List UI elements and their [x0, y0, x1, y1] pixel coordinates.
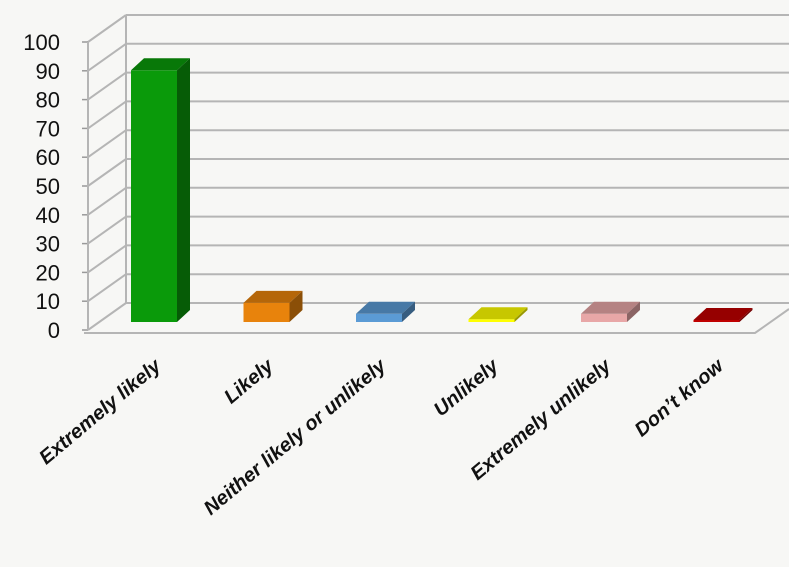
- y-tick-label: 40: [36, 203, 60, 228]
- bar-top: [356, 301, 415, 314]
- x-tick-label: Likely: [220, 354, 278, 408]
- bar-side: [289, 290, 303, 322]
- gridline-side: [87, 129, 127, 159]
- gridlines: [84, 14, 789, 334]
- bar-top: [468, 307, 528, 320]
- bar-side: [739, 308, 753, 322]
- bar-top: [243, 290, 303, 303]
- bar: [356, 301, 415, 322]
- gridline-side: [87, 100, 127, 130]
- bar-front: [693, 320, 740, 322]
- bar: [581, 301, 640, 322]
- x-tick-label: Unlikely: [430, 354, 504, 421]
- y-tick-label: 60: [36, 145, 60, 170]
- bar-front: [131, 70, 177, 323]
- gridline-side: [87, 14, 127, 43]
- bar-top: [131, 58, 190, 71]
- floor-edge: [84, 308, 789, 334]
- x-tick-label: Neither likely or unlikely: [200, 354, 391, 519]
- gridline-side: [87, 71, 127, 101]
- y-tick-label: 10: [36, 289, 60, 314]
- y-tick-label: 0: [48, 318, 60, 343]
- bar: [468, 307, 528, 322]
- bar: [131, 58, 190, 323]
- bar-front: [581, 313, 627, 322]
- bar-side: [177, 58, 190, 323]
- y-tick-label: 50: [36, 174, 60, 199]
- bar-front: [243, 302, 290, 322]
- gridline-side: [87, 244, 127, 274]
- x-tick-label: Don’t know: [631, 354, 729, 441]
- gridline-side: [87, 302, 127, 331]
- bar-side: [514, 307, 528, 322]
- bar-side: [627, 301, 640, 322]
- y-tick-label: 80: [36, 88, 60, 113]
- bar-side: [402, 301, 415, 322]
- gridline-side: [87, 186, 127, 216]
- bar: [693, 308, 753, 322]
- y-tick-label: 30: [36, 232, 60, 257]
- y-tick-label: 90: [36, 59, 60, 84]
- bar: [243, 290, 303, 322]
- y-tick-label: 20: [36, 260, 60, 285]
- y-axis: 0 10 20 30 40 50 60 70 80 90 100: [23, 30, 89, 343]
- gridline-side: [87, 158, 127, 187]
- y-tick-label: 100: [23, 30, 60, 55]
- y-tick-label: 70: [36, 116, 60, 141]
- bar-top: [693, 308, 753, 320]
- bar-front: [468, 319, 515, 322]
- bars: [131, 58, 753, 323]
- gridline-side: [87, 215, 127, 245]
- bar-front: [356, 313, 402, 322]
- bar-top: [581, 301, 640, 314]
- gridline-side: [87, 273, 127, 303]
- x-tick-label: Extremely likely: [35, 354, 166, 469]
- gridline-side: [87, 42, 127, 72]
